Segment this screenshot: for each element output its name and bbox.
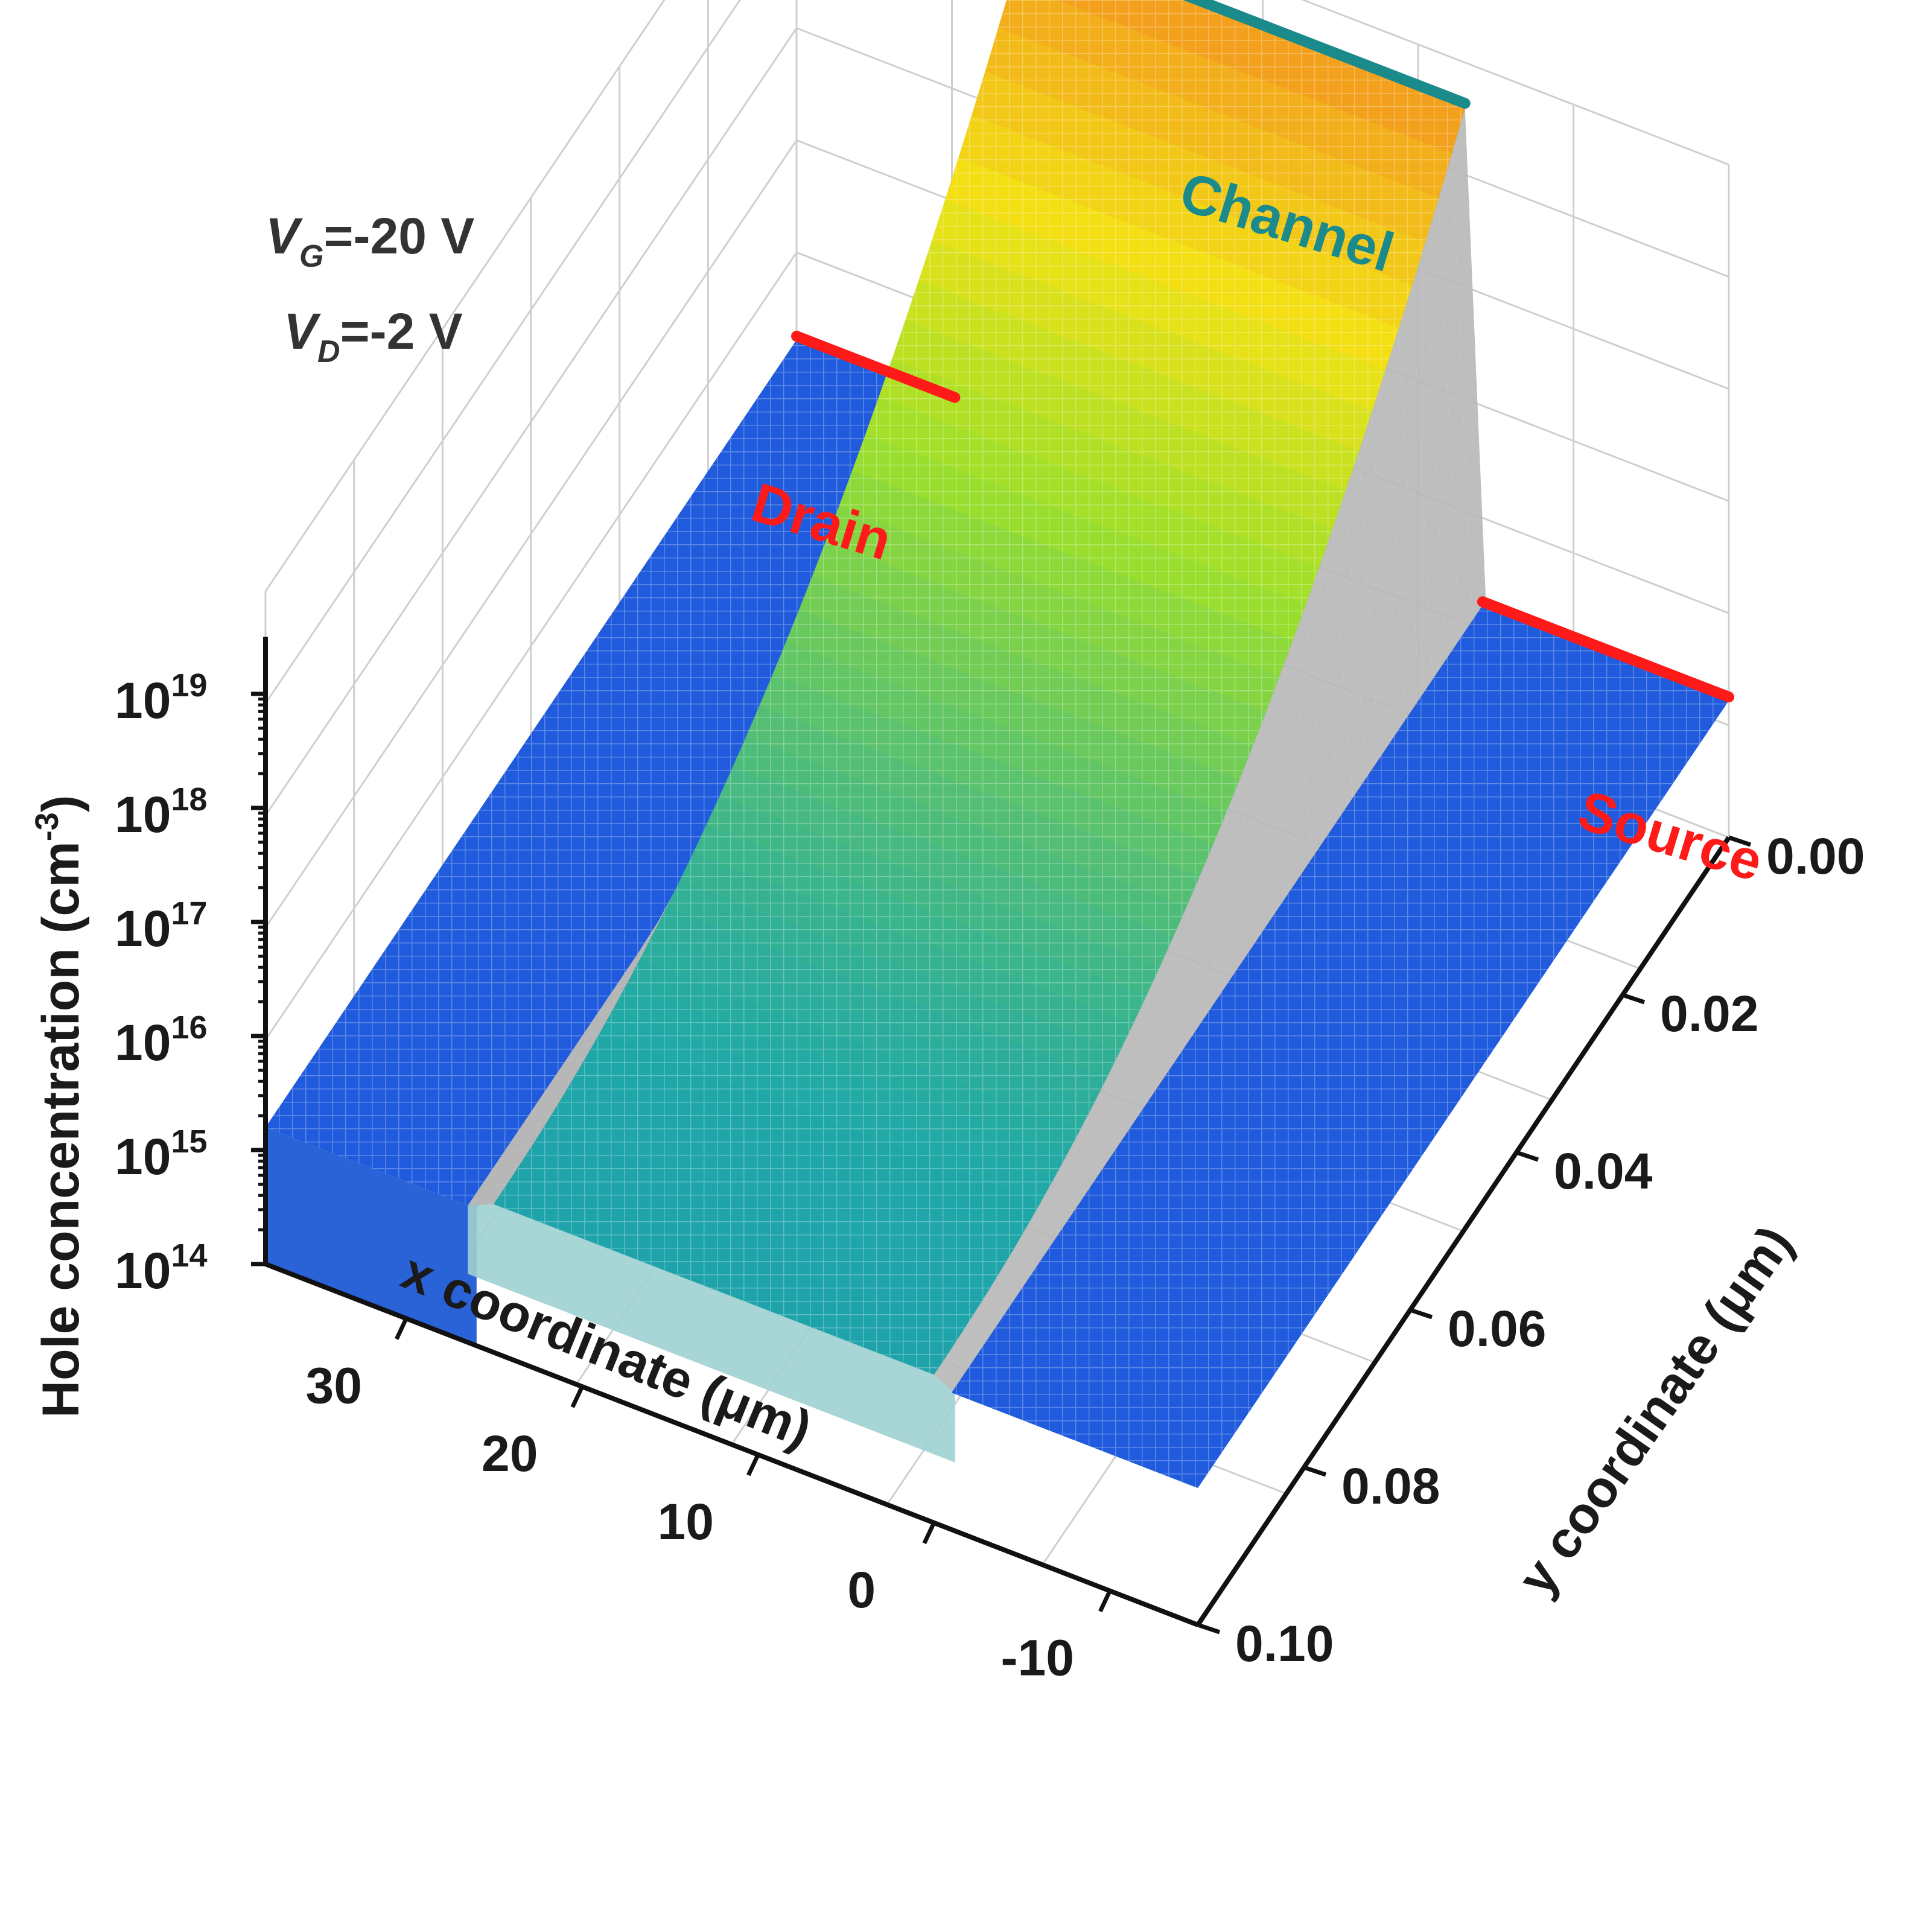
drain-front-edge	[266, 1127, 477, 1346]
channel-left-wall	[547, 1056, 587, 1088]
channel-left-wall	[561, 1033, 600, 1068]
x-tick-label: 0	[847, 1562, 876, 1618]
channel-marker-line	[1183, 0, 1471, 109]
channel-right-wall	[1080, 1104, 1115, 1178]
channel-right-wall	[1319, 529, 1354, 824]
channel-left-wall	[494, 1143, 534, 1166]
y-tick	[1621, 993, 1646, 1005]
z-tick-label: 1016	[115, 1009, 208, 1071]
channel-right-wall	[1239, 746, 1274, 942]
channel-right-wall	[1425, 199, 1460, 666]
x-tick	[570, 1385, 584, 1408]
channel-right-wall	[1226, 780, 1261, 961]
channel-mesh	[494, 0, 1465, 1375]
channel-left-wall	[534, 1079, 574, 1107]
y-axis-label: y coordinate (μm)	[1507, 1216, 1804, 1606]
y-tick-label: 0.04	[1554, 1143, 1653, 1200]
channel-right-wall	[1199, 845, 1234, 1000]
channel-right-wall	[1292, 605, 1327, 863]
y-tick-label: 0.02	[1660, 985, 1759, 1042]
channel-left-wall	[574, 1009, 614, 1048]
y-tick-label: 0.06	[1448, 1300, 1547, 1357]
channel-right-wall	[1438, 153, 1473, 646]
y-tick-label: 0.10	[1235, 1615, 1334, 1672]
channel-right-wall	[1372, 370, 1407, 745]
z-tick-label: 1019	[115, 667, 208, 729]
y-tick	[1197, 1622, 1221, 1635]
channel-left-wall	[587, 985, 627, 1029]
y-tick	[1303, 1465, 1327, 1477]
source-marker-line	[1477, 596, 1734, 703]
channel-right-wall	[1040, 1179, 1075, 1237]
channel-right-wall	[1345, 451, 1380, 784]
channel-left-wall	[600, 959, 640, 1009]
channel-left-wall	[481, 1164, 521, 1186]
grid-line	[264, 139, 798, 929]
channel-right-wall	[1106, 1051, 1141, 1139]
vg-annotation: VG=-20 V	[266, 208, 474, 274]
drain-marker-line	[791, 331, 961, 403]
surface	[266, 0, 1734, 1489]
x-tick-label: 10	[658, 1493, 714, 1550]
z-tick-label: 1017	[115, 895, 208, 957]
channel-left-wall	[614, 934, 654, 990]
channel-right-wall	[1172, 907, 1207, 1040]
channel-right-wall	[1265, 677, 1300, 902]
channel-right-wall	[1305, 567, 1340, 843]
channel-right-wall	[1133, 996, 1168, 1099]
grid-line	[264, 27, 798, 816]
channel-right-wall	[1146, 967, 1181, 1079]
grid-line	[1300, 0, 1729, 166]
channel-right-wall	[1332, 491, 1367, 804]
channel-right-wall	[1119, 1023, 1154, 1119]
x-tick	[1098, 1590, 1112, 1613]
grid-line	[264, 0, 741, 704]
x-tick	[922, 1522, 936, 1545]
y-tick-label: 0.08	[1341, 1458, 1440, 1514]
vd-annotation: VD=-2 V	[284, 303, 463, 369]
channel-right-wall	[1053, 1155, 1088, 1217]
channel-left-wall	[521, 1101, 561, 1127]
channel-right-wall	[1212, 813, 1247, 981]
x-tick-label: 30	[305, 1357, 361, 1414]
source-mesh	[951, 605, 1729, 1489]
grid-line	[264, 0, 666, 592]
y-tick	[1728, 835, 1752, 847]
y-tick	[1515, 1150, 1539, 1162]
channel-right-wall	[1451, 108, 1486, 627]
y-axis-line	[1195, 836, 1731, 1627]
channel-left-wall	[507, 1122, 547, 1147]
x-tick	[395, 1317, 409, 1340]
z-axis-label: Hole concentration (cm-3)	[29, 795, 90, 1418]
channel-right-wall	[1411, 243, 1446, 685]
channel-right-wall	[1159, 937, 1194, 1060]
z-tick-label: 1014	[115, 1238, 208, 1299]
channel-right-wall	[1066, 1130, 1101, 1198]
x-tick-label: -10	[1001, 1630, 1074, 1686]
channel-right-wall	[1385, 328, 1420, 725]
channel-right-wall	[1186, 876, 1221, 1020]
channel-left-wall	[468, 1184, 507, 1206]
channel-right-wall	[1252, 712, 1287, 922]
grid-line	[264, 252, 798, 1041]
channel-right-wall	[1398, 286, 1433, 705]
tick-labels: 1014 1015 1016 1017 1018 1019 30 20 10 0 -10 0.00 0.…	[115, 667, 1865, 1686]
channel-front-face	[468, 1204, 955, 1463]
axes	[251, 637, 1752, 1635]
channel-right-wall	[1093, 1078, 1128, 1158]
z-tick-label: 1018	[115, 781, 208, 843]
y-tick	[1409, 1308, 1433, 1320]
channel-right-wall	[1279, 641, 1314, 883]
x-tick	[746, 1454, 760, 1476]
z-tick-label: 1015	[115, 1123, 208, 1185]
x-tick-label: 20	[482, 1425, 538, 1482]
x-axis-line	[264, 1262, 1199, 1627]
y-tick-label: 0.00	[1766, 828, 1865, 885]
channel-right-wall	[1358, 411, 1393, 764]
